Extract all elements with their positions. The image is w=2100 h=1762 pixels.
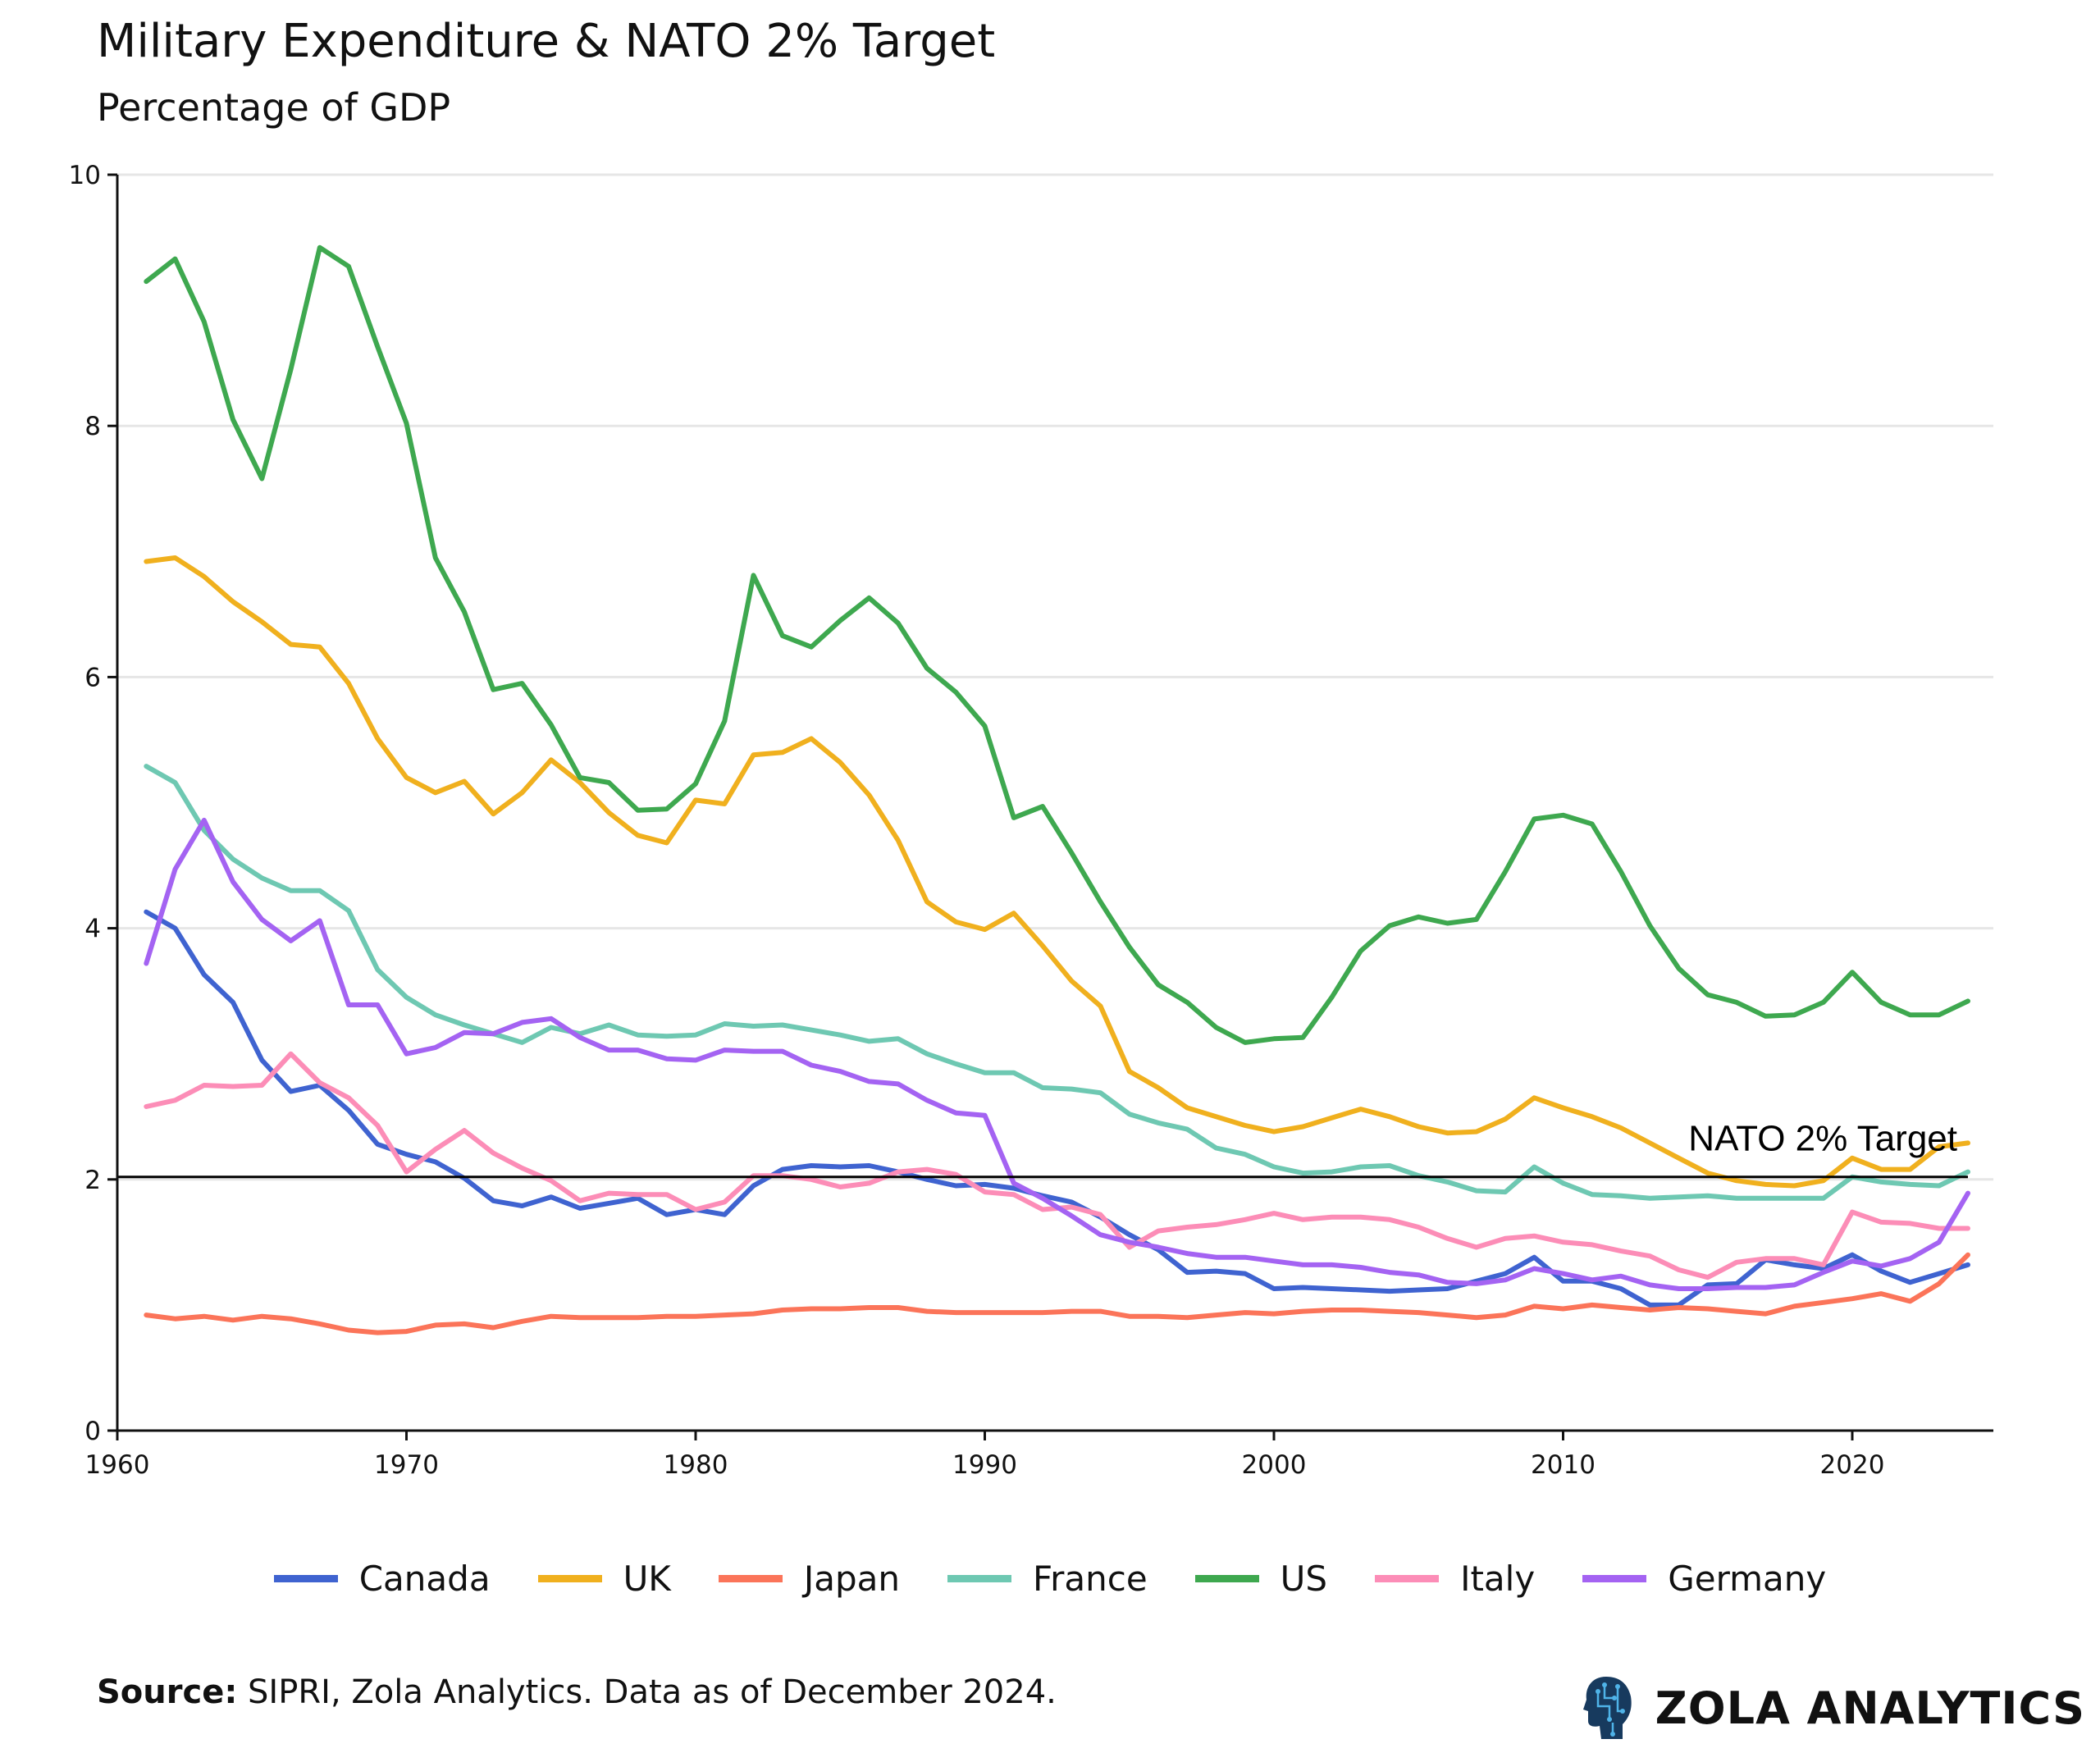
series-line-france [144,764,1970,1201]
axes: 0 2 4 6 8 10 1960 1970 1980 1990 2000 2010 2020 [69,161,1993,1480]
chart-subtitle: Percentage of GDP [97,85,451,130]
legend-item-canada: Canada [273,1559,491,1599]
x-tick-label: 1980 [664,1450,728,1480]
legend-label: Germany [1668,1559,1827,1599]
legend-label: Canada [358,1559,491,1599]
y-tick-label: 2 [84,1166,101,1195]
brand-name: ZOLA ANALYTICS [1655,1682,2085,1734]
x-tick-label: 1970 [374,1450,439,1480]
legend-label: UK [623,1559,671,1599]
legend-item-germany: Germany [1582,1559,1826,1599]
nato-target-label: NATO 2% Target [1688,1119,1957,1159]
legend-swatch [537,1575,602,1582]
legend-label: Italy [1460,1559,1536,1599]
x-tick-label: 1990 [952,1450,1017,1480]
legend-label: US [1280,1559,1328,1599]
legend-item-france: France [947,1559,1148,1599]
legend-item-uk: UK [537,1559,671,1599]
series-line-us [144,244,1970,1045]
x-tick-label: 2020 [1820,1450,1885,1480]
brand-logo: ZOLA ANALYTICS [1582,1673,2085,1742]
x-tick-label: 2010 [1531,1450,1596,1480]
legend-label: France [1033,1559,1148,1599]
y-tick-label: 10 [69,161,101,190]
head-circuit-icon [1582,1677,1632,1739]
legend-swatch [1582,1575,1647,1582]
legend-swatch [273,1575,338,1582]
y-tick-label: 6 [84,663,101,692]
x-tick-label: 2000 [1242,1450,1307,1480]
legend-swatch [947,1575,1011,1582]
source-label: Source: [97,1673,238,1711]
legend-swatch [718,1575,783,1582]
legend-item-japan: Japan [718,1559,900,1599]
series-line-uk [144,555,1970,1189]
y-tick-label: 0 [84,1417,101,1446]
legend-swatch [1375,1575,1440,1582]
y-tick-label: 4 [84,915,101,944]
legend-swatch [1194,1575,1259,1582]
legend: Canada UK Japan France US Italy Germany [0,1559,2100,1599]
chart-title: Military Expenditure & NATO 2% Target [97,15,996,68]
series-line-canada [144,909,1970,1308]
gridlines [117,173,1993,1181]
legend-item-us: US [1194,1559,1328,1599]
y-tick-label: 8 [84,412,101,441]
source-note: Source: SIPRI, Zola Analytics. Data as o… [97,1673,1057,1711]
nato-reference: NATO 2% Target [117,1119,1968,1179]
legend-item-italy: Italy [1375,1559,1535,1599]
legend-label: Japan [803,1559,900,1599]
series-line-japan [144,1252,1970,1335]
source-text: SIPRI, Zola Analytics. Data as of Decemb… [237,1673,1057,1711]
series-line-germany [144,817,1970,1291]
x-tick-label: 1960 [85,1450,150,1480]
series-lines [144,244,1970,1335]
